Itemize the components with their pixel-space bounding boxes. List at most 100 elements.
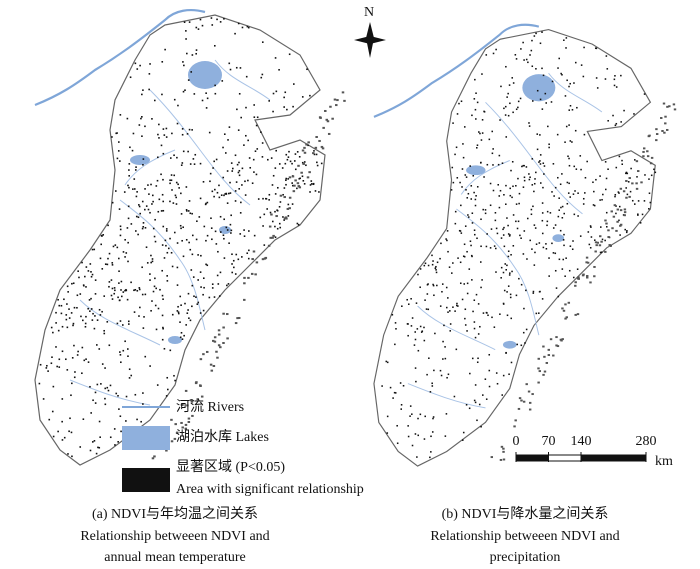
significant-dot <box>61 439 64 441</box>
significant-dot <box>219 271 222 274</box>
significant-dot <box>79 293 82 295</box>
significant-dot <box>272 174 275 177</box>
significant-dot <box>385 360 388 363</box>
significant-dot <box>554 224 557 226</box>
significant-dot <box>523 307 525 310</box>
significant-dot <box>425 308 428 310</box>
island <box>490 456 494 459</box>
significant-dot <box>120 361 122 364</box>
island <box>547 348 550 351</box>
significant-dot <box>574 190 576 192</box>
significant-dot <box>459 261 462 264</box>
significant-dot <box>226 202 229 204</box>
significant-dot <box>120 280 123 283</box>
significant-dot <box>653 168 655 171</box>
significant-dot <box>510 317 513 320</box>
island <box>564 303 567 306</box>
significant-dot <box>106 321 109 323</box>
significant-dot <box>127 217 130 220</box>
significant-dot <box>215 158 218 161</box>
significant-dot <box>433 369 435 372</box>
significant-dot <box>187 150 189 153</box>
significant-dot <box>489 247 492 249</box>
significant-dot <box>529 239 531 242</box>
significant-dot <box>195 49 198 51</box>
significant-dot <box>186 133 189 135</box>
significant-dot <box>195 52 197 55</box>
significant-dot <box>160 173 162 176</box>
significant-dot <box>476 419 478 422</box>
island <box>646 155 650 158</box>
significant-dot <box>492 52 495 55</box>
significant-dot <box>468 268 471 270</box>
significant-dot <box>451 272 453 274</box>
significant-dot <box>453 395 456 398</box>
island <box>322 126 325 129</box>
significant-dot <box>142 327 145 329</box>
island <box>217 333 221 336</box>
island <box>196 398 199 401</box>
significant-dot <box>197 254 199 256</box>
significant-dot <box>419 413 422 416</box>
significant-dot <box>495 372 498 374</box>
significant-dot <box>151 203 153 205</box>
significant-dot <box>228 62 231 65</box>
significant-dot <box>615 212 617 215</box>
scale-label: 70 <box>542 434 556 449</box>
significant-dot <box>45 367 48 369</box>
significant-dot <box>52 435 55 438</box>
significant-dot <box>130 281 132 284</box>
significant-dot <box>457 257 459 259</box>
significant-dot <box>548 143 550 146</box>
significant-dot <box>117 441 119 443</box>
significant-dot <box>188 21 191 23</box>
significant-dot <box>108 285 110 288</box>
significant-dot <box>545 243 547 245</box>
significant-dot <box>109 436 112 439</box>
significant-dot <box>77 350 79 353</box>
island <box>538 370 542 373</box>
significant-dot <box>66 285 69 288</box>
significant-dot <box>219 21 222 23</box>
significant-dot <box>287 156 290 158</box>
significant-dot <box>219 231 222 233</box>
significant-dot <box>470 254 473 257</box>
significant-dot <box>542 74 545 77</box>
significant-dot <box>133 188 136 190</box>
significant-dot <box>236 108 238 111</box>
significant-dot <box>533 190 535 193</box>
significant-dot <box>507 255 510 258</box>
significant-dot <box>435 271 438 274</box>
island <box>217 329 221 332</box>
significant-dot <box>521 165 523 168</box>
island <box>542 373 545 376</box>
island <box>288 196 292 199</box>
scale-segment <box>515 454 549 462</box>
significant-dot <box>205 202 207 205</box>
significant-dot <box>569 196 571 198</box>
significant-dot <box>452 262 454 264</box>
significant-dot <box>424 262 427 265</box>
significant-dot <box>474 198 477 201</box>
significant-dot <box>239 233 242 235</box>
significant-dot <box>522 331 525 334</box>
significant-dot <box>152 200 154 203</box>
significant-dot <box>275 149 277 152</box>
significant-dot <box>458 229 461 232</box>
significant-dot <box>118 208 121 210</box>
significant-dot <box>209 180 211 183</box>
significant-dot <box>188 200 191 202</box>
significant-dot <box>417 434 420 437</box>
significant-dot <box>454 153 456 156</box>
island <box>605 222 608 225</box>
significant-dot <box>528 173 530 175</box>
significant-dot <box>205 92 207 94</box>
significant-dot <box>161 193 164 196</box>
significant-dot <box>515 294 518 297</box>
significant-dot <box>558 258 561 261</box>
significant-dot <box>599 175 601 177</box>
island <box>173 437 177 440</box>
significant-dot <box>431 431 434 433</box>
significant-dot <box>187 292 190 295</box>
significant-dot <box>451 166 454 169</box>
